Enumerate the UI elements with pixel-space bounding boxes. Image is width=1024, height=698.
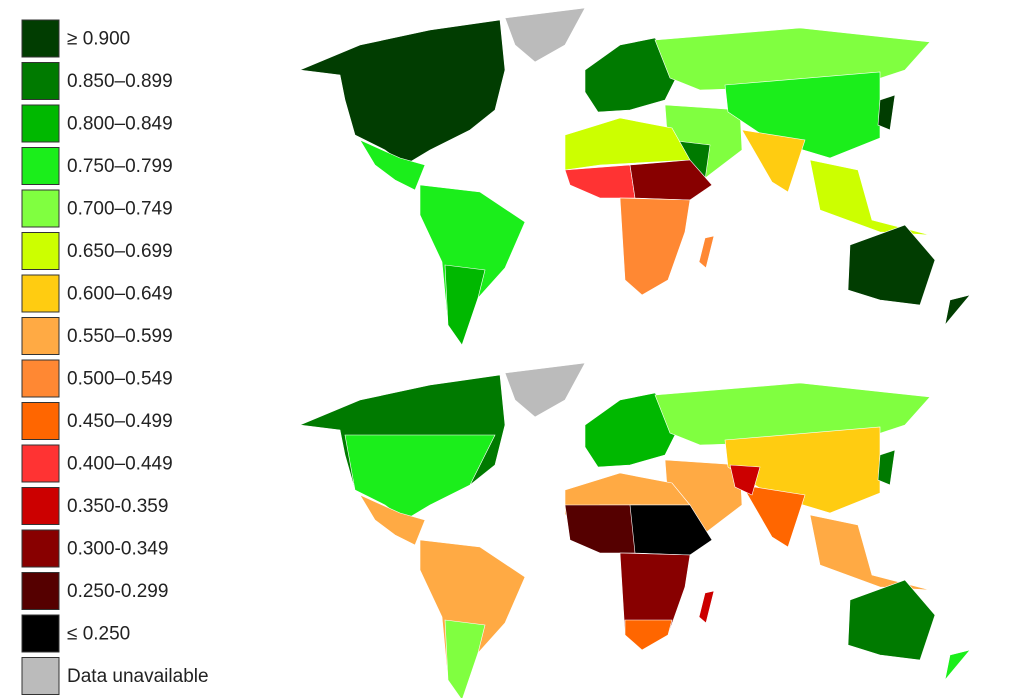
south-america-south xyxy=(444,264,486,346)
legend-swatch xyxy=(21,104,60,143)
legend-swatch xyxy=(21,232,60,270)
greenland xyxy=(504,362,586,418)
legend-label: 0.350-0.359 xyxy=(67,496,168,517)
north-america xyxy=(298,19,506,166)
central-america xyxy=(359,494,426,546)
southeast-asia xyxy=(809,514,931,591)
india xyxy=(741,484,806,548)
legend-label: 0.750–0.799 xyxy=(67,156,173,177)
legend-swatch xyxy=(21,19,60,58)
legend-swatch xyxy=(21,147,60,185)
africa-west xyxy=(564,164,636,199)
legend-label: 0.500–0.549 xyxy=(67,369,173,390)
legend-swatch xyxy=(21,359,60,398)
africa-central xyxy=(629,504,713,556)
legend-label: 0.300-0.349 xyxy=(67,539,168,560)
usa xyxy=(344,434,496,521)
legend-label: 0.600–0.649 xyxy=(67,284,173,305)
india xyxy=(741,129,806,193)
legend-swatch xyxy=(21,444,60,483)
new-zealand xyxy=(944,649,971,681)
africa-west xyxy=(564,504,641,554)
legend-swatch xyxy=(21,572,60,610)
japan xyxy=(877,94,896,131)
legend-swatch xyxy=(21,62,60,100)
southeast-asia xyxy=(809,159,931,236)
south-america xyxy=(419,539,526,698)
legend-label: 0.850–0.899 xyxy=(67,71,173,92)
africa-tip xyxy=(624,619,673,651)
new-zealand xyxy=(944,294,971,326)
australia xyxy=(847,579,936,661)
legend-swatch xyxy=(21,189,60,228)
world-map-bottom xyxy=(298,362,971,698)
legend-swatch xyxy=(21,274,60,313)
legend-label: ≥ 0.900 xyxy=(67,29,130,50)
legend-label: 0.550–0.599 xyxy=(67,326,173,347)
japan xyxy=(877,449,896,486)
europe xyxy=(584,392,681,468)
greenland xyxy=(504,7,586,63)
world-map-top xyxy=(298,7,971,346)
legend-label: Data unavailable xyxy=(67,666,209,687)
europe xyxy=(584,37,681,113)
china xyxy=(724,71,881,159)
legend-swatch xyxy=(21,317,60,355)
legend-swatch xyxy=(21,402,60,440)
legend-label: 0.700–0.749 xyxy=(67,199,173,220)
legend-swatch xyxy=(21,657,60,695)
legend-label: 0.650–0.699 xyxy=(67,241,173,262)
central-america xyxy=(359,139,426,191)
china xyxy=(724,426,881,514)
africa-central xyxy=(629,159,713,201)
madagascar xyxy=(698,235,715,269)
australia xyxy=(847,224,936,306)
legend-label: 0.400–0.449 xyxy=(67,454,173,475)
legend-label: 0.800–0.849 xyxy=(67,114,173,135)
pakistan xyxy=(729,464,761,496)
legend-label: 0.250-0.299 xyxy=(67,581,168,602)
legend-swatch xyxy=(21,487,60,525)
legend-label: ≤ 0.250 xyxy=(67,624,130,645)
legend-label: 0.450–0.499 xyxy=(67,411,173,432)
africa-south xyxy=(619,197,691,296)
legend: ≥ 0.900 0.850–0.899 0.800–0.849 0.750–0.799… xyxy=(21,19,209,695)
south-america-south xyxy=(444,619,486,698)
legend-swatch xyxy=(21,529,60,568)
south-america xyxy=(419,184,526,346)
madagascar xyxy=(698,590,715,624)
legend-swatch xyxy=(21,614,60,653)
